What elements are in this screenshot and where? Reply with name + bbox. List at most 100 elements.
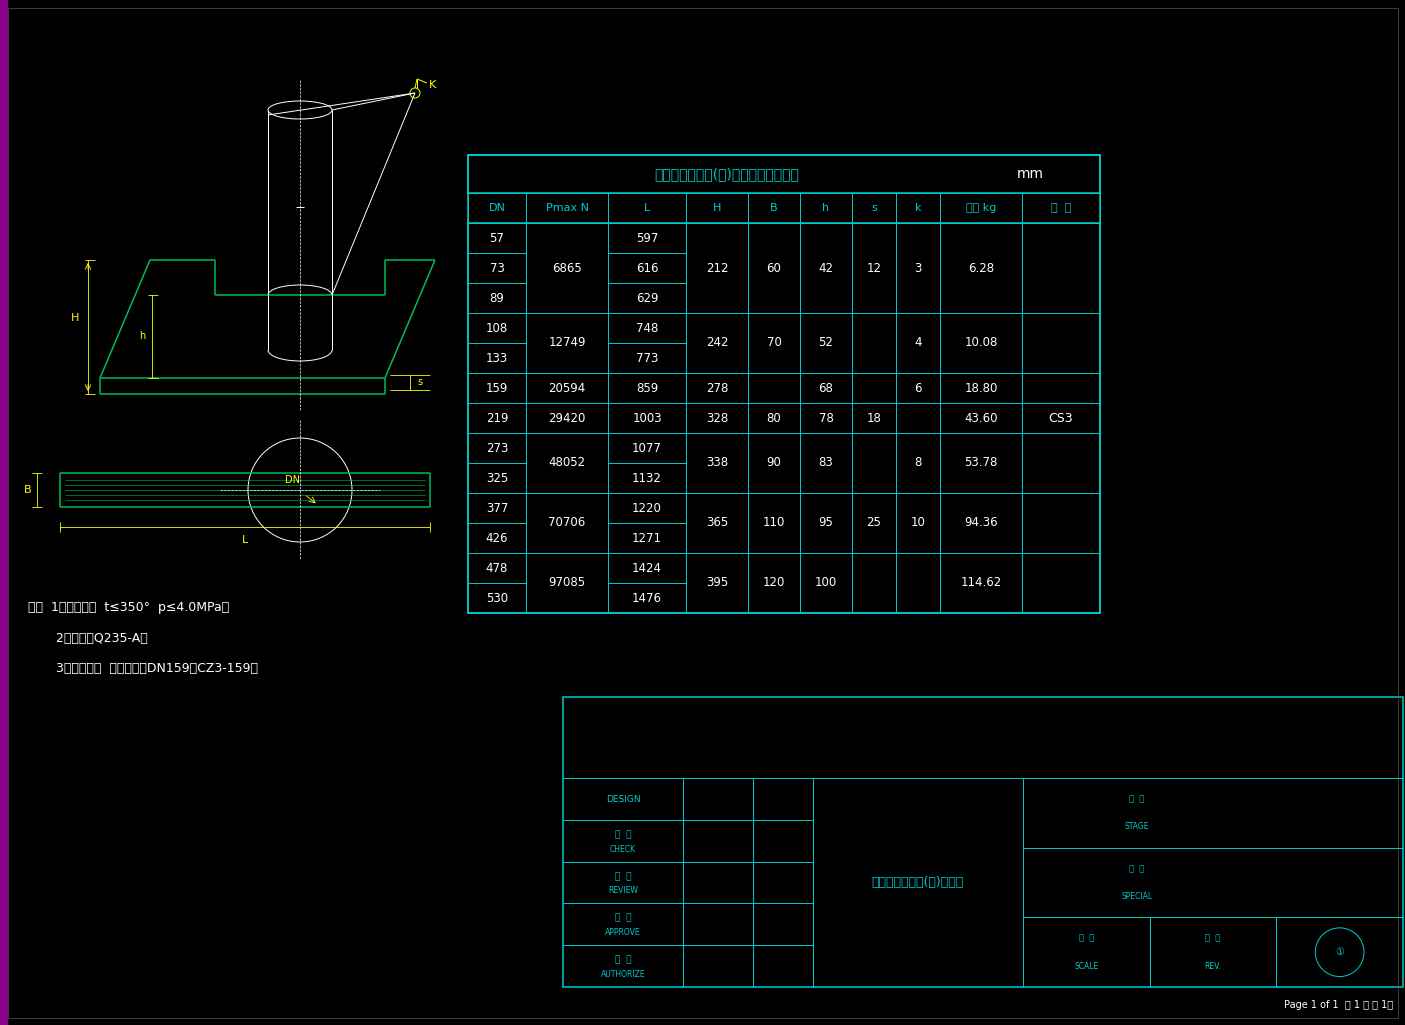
Text: L: L	[643, 203, 651, 213]
Text: 18.80: 18.80	[964, 381, 998, 395]
Text: 95: 95	[819, 517, 833, 530]
Text: 垂直管道焊接支(吊)架托座: 垂直管道焊接支(吊)架托座	[873, 876, 964, 889]
Text: 616: 616	[635, 261, 659, 275]
Text: 478: 478	[486, 562, 509, 574]
Text: 97085: 97085	[548, 576, 586, 589]
Text: 20594: 20594	[548, 381, 586, 395]
Text: 专  艺: 专 艺	[1130, 864, 1145, 873]
Text: DN: DN	[284, 475, 299, 485]
Bar	[563, 697, 1404, 987]
Text: 68: 68	[819, 381, 833, 395]
Text: 377: 377	[486, 501, 509, 515]
Text: k: k	[915, 203, 922, 213]
Text: ①: ①	[1335, 947, 1345, 957]
Text: 629: 629	[635, 291, 659, 304]
Text: 型  号: 型 号	[1051, 203, 1071, 213]
Text: SPECIAL: SPECIAL	[1121, 892, 1152, 901]
Text: CS3: CS3	[1048, 411, 1073, 424]
Text: 阶  段: 阶 段	[1130, 794, 1145, 804]
Text: 12749: 12749	[548, 336, 586, 350]
Text: 垂直管道焊接支(吊)架托座主要尺寸表: 垂直管道焊接支(吊)架托座主要尺寸表	[655, 167, 799, 181]
Text: 90: 90	[767, 456, 781, 469]
Text: REVIEW: REVIEW	[608, 887, 638, 896]
Text: 6: 6	[915, 381, 922, 395]
Text: 8: 8	[915, 456, 922, 469]
Text: 395: 395	[705, 576, 728, 589]
Text: 597: 597	[636, 232, 658, 245]
Text: 10: 10	[910, 517, 926, 530]
Text: 78: 78	[819, 411, 833, 424]
Bar	[468, 193, 1100, 223]
Bar	[468, 155, 1100, 193]
Text: 94.36: 94.36	[964, 517, 998, 530]
Text: AUTHORIZE: AUTHORIZE	[601, 970, 645, 979]
Text: 159: 159	[486, 381, 509, 395]
Text: 1077: 1077	[632, 442, 662, 454]
Text: STAGE: STAGE	[1125, 822, 1149, 831]
Text: 530: 530	[486, 591, 509, 605]
Text: 18: 18	[867, 411, 881, 424]
Bar	[468, 155, 1100, 613]
Text: 133: 133	[486, 352, 509, 365]
Text: SCALE: SCALE	[1075, 961, 1099, 971]
Text: 278: 278	[705, 381, 728, 395]
Text: 108: 108	[486, 322, 509, 334]
Text: 1271: 1271	[632, 532, 662, 544]
Text: 检  对: 检 对	[615, 830, 631, 839]
Text: 3: 3	[915, 261, 922, 275]
Text: B: B	[24, 485, 32, 495]
Text: s: s	[871, 203, 877, 213]
Text: 审  定: 审 定	[615, 913, 631, 922]
Text: 70706: 70706	[548, 517, 586, 530]
Text: K: K	[430, 80, 437, 90]
Text: DN: DN	[489, 203, 506, 213]
Text: 53.78: 53.78	[964, 456, 998, 469]
Text: 114.62: 114.62	[961, 576, 1002, 589]
Text: 42: 42	[819, 261, 833, 275]
Text: DESIGN: DESIGN	[606, 794, 641, 804]
Text: Pmax N: Pmax N	[545, 203, 589, 213]
Text: 29420: 29420	[548, 411, 586, 424]
Text: mm: mm	[1017, 167, 1044, 181]
Text: 328: 328	[705, 411, 728, 424]
Text: 1132: 1132	[632, 472, 662, 485]
Text: 2．材料：Q235-A。: 2．材料：Q235-A。	[28, 631, 148, 645]
Text: 89: 89	[489, 291, 504, 304]
Text: 120: 120	[763, 576, 785, 589]
Text: B: B	[770, 203, 778, 213]
Text: H: H	[70, 313, 79, 323]
Text: 219: 219	[486, 411, 509, 424]
Text: 242: 242	[705, 336, 728, 350]
Text: 6865: 6865	[552, 261, 582, 275]
Text: 100: 100	[815, 576, 837, 589]
Text: 212: 212	[705, 261, 728, 275]
Text: Page 1 of 1  第 1 张 共 1张: Page 1 of 1 第 1 张 共 1张	[1284, 1000, 1392, 1010]
Text: 1424: 1424	[632, 562, 662, 574]
Text: 273: 273	[486, 442, 509, 454]
Bar	[468, 223, 1100, 613]
Text: 57: 57	[489, 232, 504, 245]
Text: 1220: 1220	[632, 501, 662, 515]
Text: 365: 365	[705, 517, 728, 530]
Text: 70: 70	[767, 336, 781, 350]
Text: L: L	[242, 535, 249, 545]
Text: 60: 60	[767, 261, 781, 275]
Text: APPROVE: APPROVE	[606, 929, 641, 937]
Text: 注：  1．适应范围  t≤350°  p≤4.0MPa。: 注： 1．适应范围 t≤350° p≤4.0MPa。	[28, 602, 229, 615]
Text: 325: 325	[486, 472, 509, 485]
Text: 83: 83	[819, 456, 833, 469]
Text: REV.: REV.	[1204, 961, 1221, 971]
Text: 比  例: 比 例	[1079, 934, 1094, 943]
Text: h: h	[822, 203, 829, 213]
Bar	[0, 0, 7, 1025]
Text: 73: 73	[489, 261, 504, 275]
Text: 1003: 1003	[632, 411, 662, 424]
Text: CHECK: CHECK	[610, 845, 636, 854]
Text: 80: 80	[767, 411, 781, 424]
Text: 版  次: 版 次	[1205, 934, 1221, 943]
Text: 4: 4	[915, 336, 922, 350]
Text: s: s	[417, 377, 423, 387]
Text: 338: 338	[705, 456, 728, 469]
Text: 43.60: 43.60	[964, 411, 998, 424]
Text: 110: 110	[763, 517, 785, 530]
